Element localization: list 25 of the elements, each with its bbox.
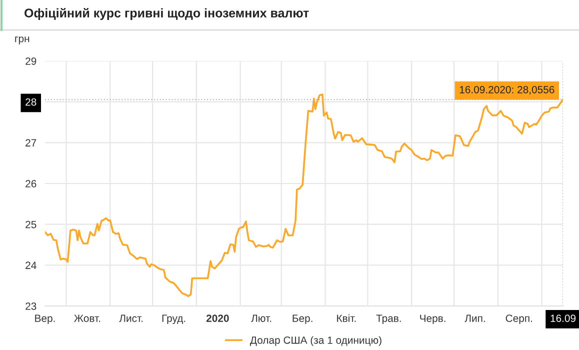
y-tick-label: 29 — [26, 58, 36, 65]
x-tick-label: Лист. — [119, 314, 143, 322]
x-tick-label: Лют. — [251, 314, 272, 322]
y-tick-label: 27 — [26, 139, 36, 146]
x-tick-label: Жовт. — [74, 314, 100, 322]
y-axis-title: грн — [15, 36, 30, 44]
x-tick-label: 2020 — [206, 314, 229, 322]
x-tick-label: Квіт. — [337, 314, 356, 322]
y-tick-label: 26 — [26, 180, 36, 188]
x-tick-label: Лип. — [464, 314, 485, 322]
y-tick-label: 25 — [26, 220, 36, 228]
x-tick-label: Серп. — [506, 314, 532, 324]
legend-label: Долар США (за 1 одиницю) — [250, 336, 382, 346]
x-tick-label: 16.09 — [550, 314, 576, 322]
y-tick-label: 28 — [26, 98, 36, 106]
x-tick-label: Черв. — [420, 314, 446, 324]
chart-title: Офіційний курс гривні щодо іноземних валют — [24, 8, 309, 20]
line-series — [45, 94, 563, 298]
x-tick-label: Трав. — [376, 314, 401, 324]
x-tick-label: Вер. — [35, 314, 55, 324]
annotation: 16.09.2020: 28,0556 — [460, 86, 554, 95]
x-tick-label: Груд. — [162, 314, 186, 324]
y-tick-label: 23 — [26, 302, 36, 310]
x-tick-label: Бер. — [292, 314, 312, 324]
y-tick-label: 24 — [26, 262, 36, 269]
